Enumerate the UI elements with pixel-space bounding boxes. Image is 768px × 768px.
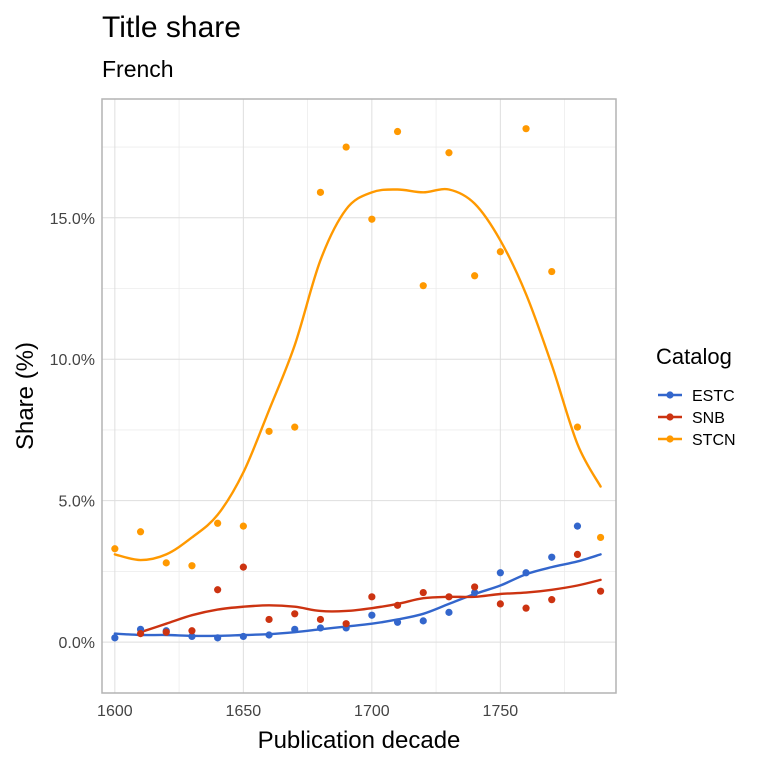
x-tick-label: 1700 bbox=[354, 703, 390, 720]
point-stcn bbox=[111, 545, 119, 553]
point-stcn bbox=[214, 519, 222, 527]
legend-key-point bbox=[666, 391, 674, 399]
point-snb bbox=[573, 550, 582, 559]
point-snb bbox=[239, 563, 247, 571]
y-axis-title: Share (%) bbox=[12, 342, 39, 450]
point-snb bbox=[496, 600, 504, 608]
point-estc bbox=[419, 617, 427, 625]
point-snb bbox=[342, 620, 350, 628]
point-snb bbox=[188, 627, 196, 635]
point-stcn bbox=[368, 215, 376, 223]
point-estc bbox=[548, 553, 556, 561]
point-snb bbox=[162, 628, 170, 636]
point-snb bbox=[214, 586, 222, 594]
legend-title: Catalog bbox=[656, 344, 732, 369]
point-estc bbox=[214, 634, 222, 642]
point-stcn bbox=[291, 423, 299, 431]
grid-minor bbox=[102, 99, 616, 693]
point-estc bbox=[291, 625, 299, 633]
legend-key-point bbox=[666, 413, 674, 421]
smooth-line-snb bbox=[139, 578, 602, 634]
smooth-line-stcn bbox=[113, 187, 602, 562]
y-tick-label: 5.0% bbox=[59, 494, 95, 511]
plot-panel bbox=[101, 98, 617, 694]
point-estc bbox=[471, 588, 479, 597]
point-stcn bbox=[471, 272, 479, 280]
point-estc bbox=[111, 634, 119, 642]
plot-border bbox=[101, 98, 617, 694]
point-snb bbox=[445, 593, 453, 601]
point-stcn bbox=[419, 282, 427, 290]
grid-major bbox=[102, 99, 616, 693]
chart-subtitle: French bbox=[102, 56, 174, 82]
point-snb bbox=[596, 587, 605, 595]
point-snb bbox=[265, 615, 273, 624]
point-estc bbox=[445, 608, 453, 616]
y-tick-label: 0.0% bbox=[59, 635, 95, 652]
point-snb bbox=[136, 630, 145, 638]
x-axis-title: Publication decade bbox=[258, 727, 461, 754]
point-stcn bbox=[522, 125, 530, 133]
point-estc bbox=[316, 624, 325, 632]
legend-label-snb: SNB bbox=[692, 410, 725, 427]
chart-title: Title share bbox=[102, 11, 241, 44]
y-tick-label: 15.0% bbox=[50, 211, 95, 228]
x-tick-label: 1750 bbox=[483, 703, 519, 720]
point-estc bbox=[393, 618, 402, 626]
x-axis-ticks: 1600 1650 1700 1750 bbox=[97, 703, 518, 720]
point-stcn bbox=[239, 522, 247, 530]
point-stcn bbox=[136, 528, 145, 536]
point-stcn bbox=[548, 267, 556, 276]
x-tick-label: 1600 bbox=[97, 703, 133, 720]
point-stcn bbox=[596, 533, 605, 542]
point-estc bbox=[239, 632, 247, 641]
point-estc bbox=[522, 569, 530, 577]
legend-label-stcn: STCN bbox=[692, 432, 736, 449]
point-snb bbox=[419, 588, 427, 597]
y-tick-label: 10.0% bbox=[50, 352, 95, 369]
point-snb bbox=[522, 604, 530, 612]
point-stcn bbox=[445, 149, 453, 157]
y-axis-ticks: 0.0% 5.0% 10.0% 15.0% bbox=[50, 211, 95, 652]
legend-key-point bbox=[666, 435, 674, 443]
point-stcn bbox=[316, 188, 325, 196]
point-estc bbox=[368, 611, 376, 619]
point-snb bbox=[471, 583, 479, 591]
legend-label-estc: ESTC bbox=[692, 388, 735, 405]
point-snb bbox=[316, 615, 325, 624]
point-snb bbox=[393, 601, 402, 609]
point-stcn bbox=[573, 423, 582, 431]
point-estc bbox=[188, 632, 196, 641]
point-stcn bbox=[342, 143, 350, 151]
point-stcn bbox=[393, 127, 402, 136]
point-estc bbox=[265, 631, 273, 639]
point-snb bbox=[368, 593, 376, 601]
point-snb bbox=[291, 610, 299, 618]
point-estc bbox=[496, 569, 504, 577]
legend-items: ESTC SNB STCN bbox=[658, 388, 736, 449]
x-tick-label: 1650 bbox=[226, 703, 262, 720]
data-points bbox=[111, 125, 605, 642]
legend: Catalog ESTC SNB STCN bbox=[656, 344, 736, 449]
point-snb bbox=[548, 596, 556, 604]
point-stcn bbox=[188, 562, 196, 570]
point-stcn bbox=[496, 248, 504, 256]
point-stcn bbox=[265, 427, 273, 435]
point-estc bbox=[573, 522, 582, 530]
point-stcn bbox=[162, 559, 170, 567]
